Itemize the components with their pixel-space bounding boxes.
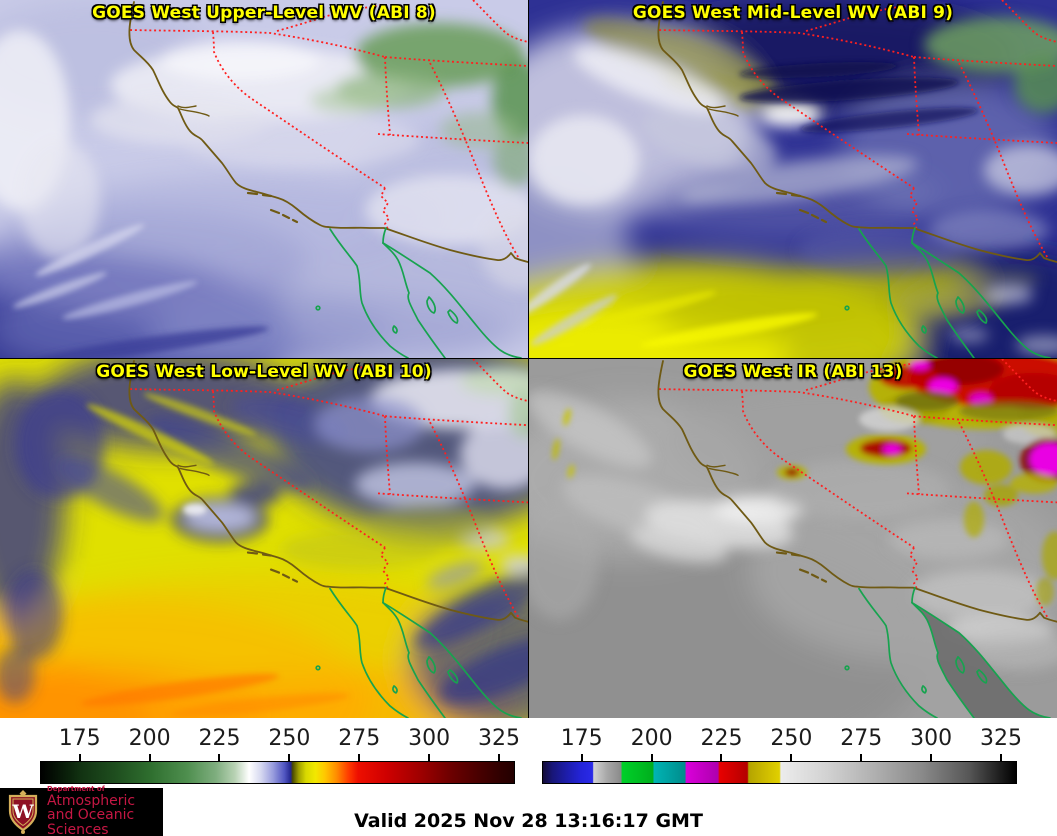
colorbar-tick-label: 275: [840, 726, 883, 751]
colorbar-tick-label: 200: [630, 726, 673, 751]
panel-title-abi13: GOES West IR (ABI 13): [683, 362, 903, 382]
colorbar-gradient-ir: [542, 761, 1017, 784]
colorbar-tick-label: 325: [478, 726, 521, 751]
panel-title-abi10: GOES West Low-Level WV (ABI 10): [96, 362, 432, 382]
panel-ir: GOES West IR (ABI 13): [529, 359, 1057, 718]
colorbar-tick-mark: [428, 754, 431, 761]
logo-text: Department of Atmospheric and Oceanic Sc…: [47, 785, 163, 836]
colorbar-tick-label: 300: [408, 726, 451, 751]
colorbar-tick-mark: [790, 754, 793, 761]
colorbar-tick-mark: [720, 754, 723, 761]
valid-timestamp: Valid 2025 Nov 28 13:16:17 GMT: [354, 810, 703, 832]
satellite-imagery-abi10: [0, 359, 528, 718]
colorbar-tick-label: 250: [770, 726, 813, 751]
colorbar-gradient-wv: [40, 761, 515, 784]
colorbar-tick-label: 325: [980, 726, 1023, 751]
colorbar-tick-mark: [860, 754, 863, 761]
panel-low-level-wv: GOES West Low-Level WV (ABI 10): [0, 359, 528, 718]
satellite-imagery-abi9: [529, 0, 1057, 358]
colorbar-tick-label: 175: [58, 726, 101, 751]
colorbar-tick-label: 200: [128, 726, 171, 751]
colorbar-wv: 175 200 225 250 275 300 325: [0, 722, 529, 788]
colorbar-tick-label: 250: [268, 726, 311, 751]
colorbar-ir: 175 200 225 250 275 300 325: [529, 722, 1057, 788]
footer: 175 200 225 250 275 300 325 175 200 225 250 275 300…: [0, 718, 1057, 836]
panel-title-abi8: GOES West Upper-Level WV (ABI 8): [92, 3, 436, 23]
uw-crest-icon: W: [8, 790, 38, 834]
logo-dept-line: Department of: [47, 785, 105, 794]
colorbar-tick-label: 275: [338, 726, 381, 751]
satellite-panels-grid: GOES West Upper-Level WV (ABI 8): [0, 0, 1057, 718]
panel-title-abi9: GOES West Mid-Level WV (ABI 9): [632, 3, 954, 23]
colorbar-tick-mark: [930, 754, 933, 761]
satellite-imagery-abi8: [0, 0, 528, 358]
logo-line-2: Atmospheric: [47, 792, 136, 809]
satellite-imagery-abi13: [529, 359, 1057, 718]
colorbar-tick-mark: [650, 754, 653, 761]
panel-upper-level-wv: GOES West Upper-Level WV (ABI 8): [0, 0, 528, 358]
panel-mid-level-wv: GOES West Mid-Level WV (ABI 9): [529, 0, 1057, 358]
colorbar-tick-label: 225: [198, 726, 241, 751]
uw-aos-logo: W Department of Atmospheric and Oceanic …: [0, 785, 163, 836]
colorbar-tick-mark: [358, 754, 361, 761]
colorbar-tick-mark: [288, 754, 291, 761]
colorbar-tick-label: 300: [910, 726, 953, 751]
colorbar-tick-mark: [498, 754, 501, 761]
logo-line-3: and Oceanic Sciences: [47, 807, 135, 836]
colorbar-tick-mark: [218, 754, 221, 761]
crest-letter: W: [11, 801, 34, 823]
colorbar-tick-label: 175: [560, 726, 603, 751]
colorbar-tick-mark: [78, 754, 81, 761]
colorbar-tick-mark: [148, 754, 151, 761]
colorbar-tick-mark: [1000, 754, 1003, 761]
colorbar-tick-label: 225: [700, 726, 743, 751]
colorbar-tick-mark: [580, 754, 583, 761]
